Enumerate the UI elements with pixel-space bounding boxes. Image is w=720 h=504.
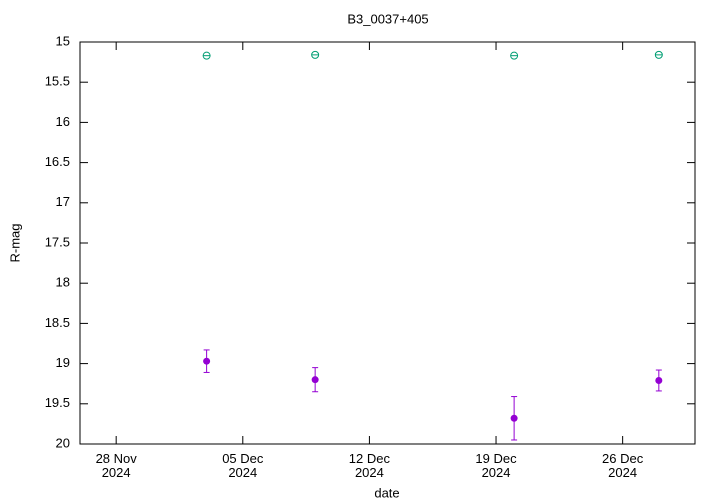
y-tick-label: 19.5: [45, 395, 70, 410]
y-tick-label: 15.5: [45, 74, 70, 89]
x-tick-label: 19 Dec 2024: [475, 451, 517, 480]
y-tick-label: 16.5: [45, 154, 70, 169]
y-tick-label: 17.5: [45, 234, 70, 249]
y-axis-label: R-mag: [7, 223, 22, 262]
point: [202, 51, 211, 60]
point: [311, 50, 320, 59]
point: [510, 51, 519, 60]
y-tick-label: 17: [56, 194, 70, 209]
x-tick-label: 26 Dec 2024: [602, 451, 644, 480]
point: [311, 376, 319, 384]
y-tick-label: 18.5: [45, 315, 70, 330]
y-tick-label: 15: [56, 33, 70, 48]
y-tick-label: 18: [56, 275, 70, 290]
point: [203, 357, 211, 365]
chart-title: B3_0037+405: [347, 11, 428, 26]
y-tick-label: 16: [56, 114, 70, 129]
x-axis-label: date: [374, 485, 399, 500]
y-tick-label: 19: [56, 355, 70, 370]
x-tick-label: 05 Dec 2024: [222, 451, 264, 480]
point: [655, 376, 663, 384]
plot-frame: [79, 41, 696, 445]
y-tick-label: 20: [56, 435, 70, 450]
x-tick-label: 12 Dec 2024: [349, 451, 391, 480]
x-tick-label: 28 Nov 2024: [96, 451, 138, 480]
point: [654, 50, 663, 59]
point: [510, 414, 518, 422]
